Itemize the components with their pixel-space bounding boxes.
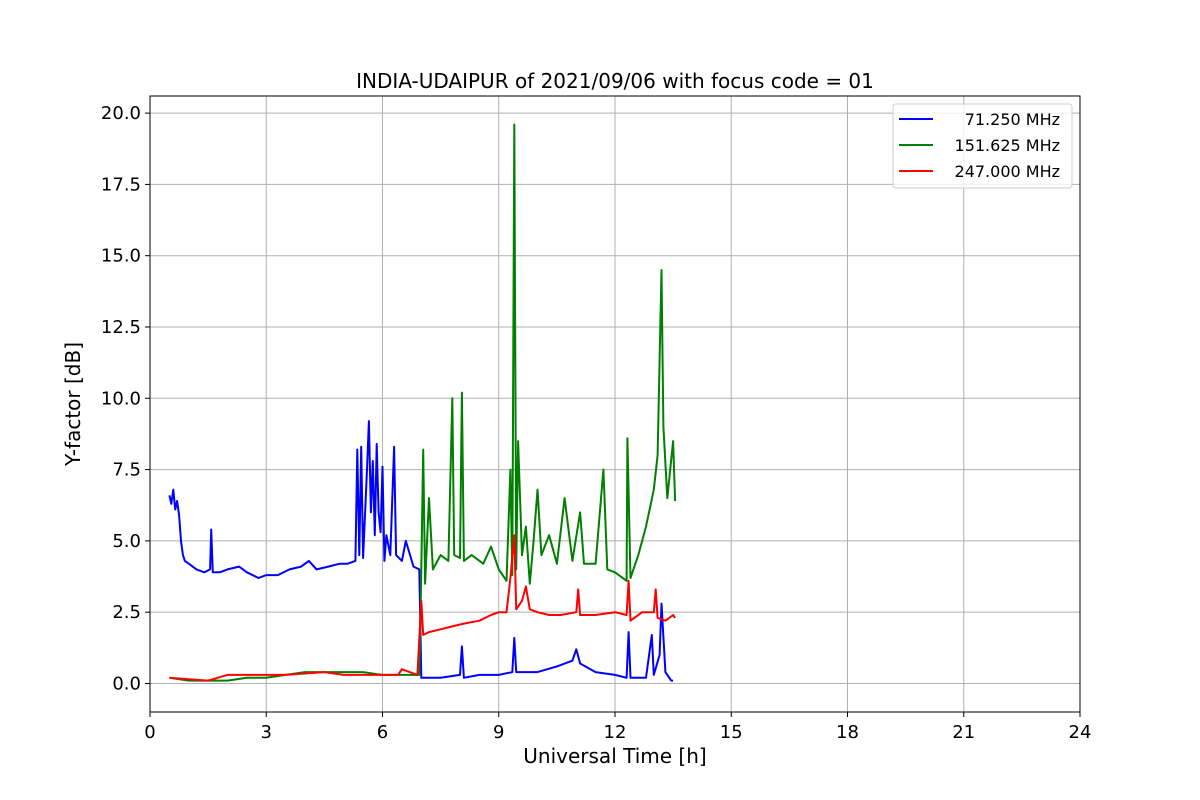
x-tick-label: 24: [1069, 722, 1092, 743]
x-axis: 0 3 6 9 12 15 18 21 24: [144, 712, 1091, 743]
x-tick-label: 3: [261, 722, 272, 743]
y-tick-label: 15.0: [101, 246, 141, 267]
x-tick-label: 0: [144, 722, 155, 743]
y-tick-label: 17.5: [101, 174, 141, 195]
legend-label: 151.625 MHz: [955, 136, 1060, 155]
series-line-2: [169, 123, 677, 682]
y-tick-label: 10.0: [101, 388, 141, 409]
legend-label: 71.250 MHz: [965, 110, 1060, 129]
y-axis: 0.0 2.5 5.0 7.5 10.0 12.5 15.0 17.5 20.0: [101, 103, 150, 694]
y-axis-label: Y-factor [dB]: [61, 342, 85, 467]
x-tick-label: 12: [604, 722, 627, 743]
legend-box: [892, 103, 1073, 189]
x-tick-label: 6: [377, 722, 388, 743]
chart-title: INDIA-UDAIPUR of 2021/09/06 with focus c…: [356, 69, 874, 93]
legend: 71.250 MHz 151.625 MHz 247.000 MHz: [892, 103, 1073, 189]
y-tick-label: 20.0: [101, 103, 141, 124]
x-tick-label: 9: [493, 722, 504, 743]
y-tick-label: 5.0: [112, 531, 141, 552]
plot-area: [168, 123, 677, 682]
y-tick-label: 0.0: [112, 673, 141, 694]
x-tick-label: 21: [952, 722, 975, 743]
series-line-1: [168, 420, 674, 682]
y-tick-label: 2.5: [112, 602, 141, 623]
y-tick-label: 7.5: [112, 460, 141, 481]
x-axis-label: Universal Time [h]: [523, 744, 706, 768]
x-tick-label: 18: [836, 722, 859, 743]
legend-label: 247.000 MHz: [955, 162, 1060, 181]
y-tick-label: 12.5: [101, 317, 141, 338]
series-line-3: [169, 534, 676, 682]
x-tick-label: 15: [720, 722, 743, 743]
